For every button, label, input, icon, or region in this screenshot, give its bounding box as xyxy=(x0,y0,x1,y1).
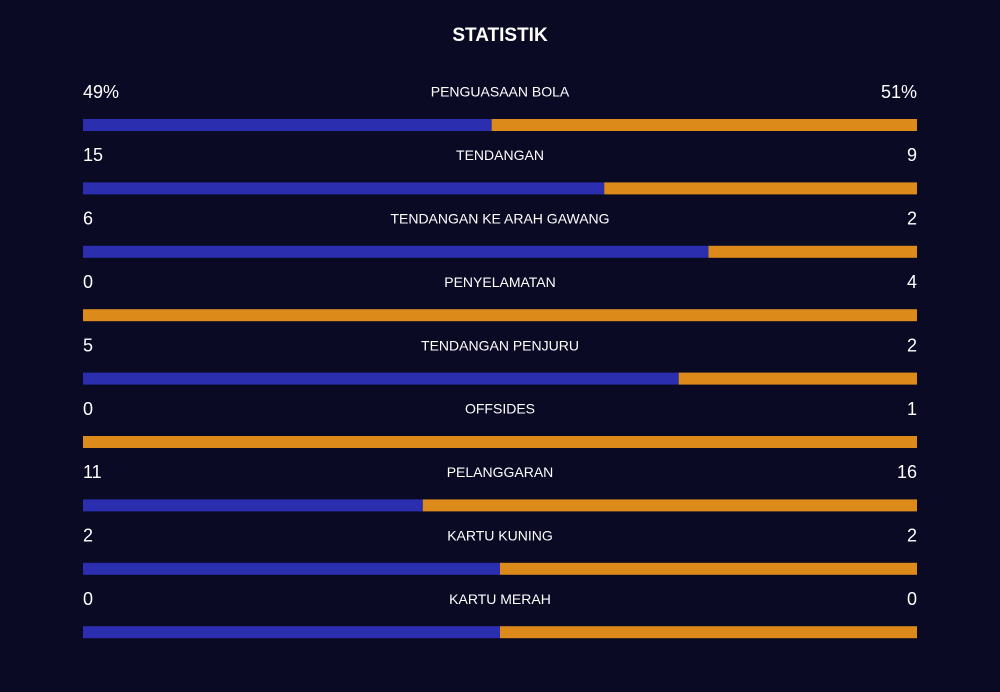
stat-label: KARTU MERAH xyxy=(449,591,551,607)
stat-label: TENDANGAN PENJURU xyxy=(421,337,579,353)
home-bar xyxy=(83,499,423,512)
away-value: 4 xyxy=(907,272,917,292)
away-bar xyxy=(708,245,917,258)
away-value: 2 xyxy=(907,526,917,546)
stat-label: TENDANGAN KE ARAH GAWANG xyxy=(390,211,609,227)
home-bar xyxy=(83,626,500,639)
stat-label: PELANGGARAN xyxy=(447,464,554,480)
home-value: 49% xyxy=(83,82,119,102)
away-value: 2 xyxy=(907,335,917,355)
away-value: 1 xyxy=(907,399,917,419)
away-bar xyxy=(678,372,917,385)
away-value: 16 xyxy=(897,462,917,482)
stat-label: KARTU KUNING xyxy=(447,528,553,544)
home-bar xyxy=(83,562,500,575)
home-value: 0 xyxy=(83,272,93,292)
title: STATISTIK xyxy=(452,25,548,46)
home-value: 11 xyxy=(83,462,102,482)
home-bar xyxy=(83,245,709,258)
home-value: 15 xyxy=(83,145,103,165)
home-value: 6 xyxy=(83,209,93,229)
away-bar xyxy=(604,182,917,195)
home-value: 0 xyxy=(83,589,93,609)
away-value: 0 xyxy=(907,589,917,609)
home-value: 0 xyxy=(83,399,93,419)
home-value: 5 xyxy=(83,335,93,355)
home-bar xyxy=(83,372,679,385)
stat-label: PENYELAMATAN xyxy=(444,274,556,290)
away-bar xyxy=(491,119,917,131)
away-bar xyxy=(83,309,917,322)
away-bar xyxy=(83,436,917,448)
away-value: 51% xyxy=(881,82,917,102)
away-value: 9 xyxy=(907,145,917,165)
home-bar xyxy=(83,182,605,195)
stat-label: PENGUASAAN BOLA xyxy=(431,84,570,100)
away-bar xyxy=(500,626,917,639)
home-value: 2 xyxy=(83,526,93,546)
home-bar xyxy=(83,119,492,131)
away-bar xyxy=(500,562,917,575)
stat-label: TENDANGAN xyxy=(456,147,544,163)
stat-label: OFFSIDES xyxy=(465,401,535,417)
away-value: 2 xyxy=(907,209,917,229)
away-bar xyxy=(422,499,917,512)
